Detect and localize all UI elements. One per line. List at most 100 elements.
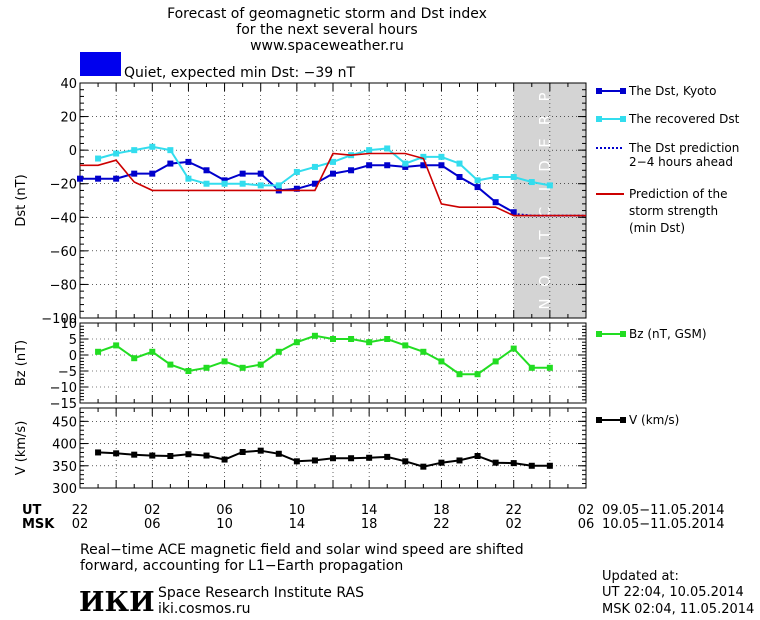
legend-dst-prediction: The Dst prediction 2−4 hours ahead bbox=[596, 141, 739, 169]
data-point bbox=[456, 160, 463, 167]
data-point bbox=[185, 175, 192, 182]
prediction-band-letter: P bbox=[536, 92, 554, 101]
data-point bbox=[149, 452, 156, 459]
status-color-swatch bbox=[80, 52, 121, 76]
source-url: www.spaceweather.ru bbox=[250, 38, 404, 54]
y-tick-label: 10 bbox=[60, 317, 77, 332]
data-point bbox=[149, 143, 156, 150]
data-point bbox=[456, 371, 463, 378]
ut-tick-label: 10 bbox=[289, 503, 306, 518]
data-point bbox=[167, 147, 174, 154]
data-point bbox=[402, 458, 409, 465]
institute-name: Space Research Institute RAS bbox=[158, 585, 364, 601]
y-tick-label: −60 bbox=[50, 245, 77, 260]
data-point bbox=[239, 180, 246, 187]
legend-storm-label-2: storm strength bbox=[629, 204, 718, 218]
data-point bbox=[257, 182, 264, 189]
data-point bbox=[438, 153, 445, 160]
legend-bz-label: Bz (nT, GSM) bbox=[629, 327, 707, 341]
msk-date-range: 10.05−11.05.2014 bbox=[602, 517, 725, 532]
ut-tick-label: 02 bbox=[144, 503, 161, 518]
data-point bbox=[275, 348, 282, 355]
data-point bbox=[167, 160, 174, 167]
data-point bbox=[330, 158, 336, 165]
msk-tick-label: 06 bbox=[144, 517, 161, 532]
data-point bbox=[528, 179, 535, 186]
prediction-band-letter: D bbox=[536, 160, 554, 172]
series-line bbox=[98, 449, 550, 468]
prediction-band bbox=[513, 83, 586, 318]
data-point bbox=[510, 460, 517, 467]
msk-tick-label: 22 bbox=[433, 517, 450, 532]
data-point bbox=[546, 462, 553, 469]
y-tick-label: 40 bbox=[60, 77, 77, 92]
data-point bbox=[402, 342, 409, 349]
data-point bbox=[384, 453, 391, 460]
data-point bbox=[384, 162, 391, 169]
msk-tick-label: 10 bbox=[216, 517, 233, 532]
series-line bbox=[80, 152, 586, 217]
data-point bbox=[510, 345, 517, 352]
y-tick-label: 350 bbox=[52, 460, 77, 475]
data-point bbox=[330, 170, 336, 177]
data-point bbox=[203, 180, 210, 187]
ut-tick-label: 22 bbox=[72, 503, 89, 518]
data-point bbox=[311, 180, 318, 187]
data-point bbox=[402, 163, 409, 170]
y-axis-label: Dst (nT) bbox=[14, 174, 29, 226]
data-point bbox=[203, 364, 210, 371]
plot-frame bbox=[79, 82, 587, 319]
data-point bbox=[384, 336, 391, 342]
y-tick-label: −10 bbox=[50, 381, 77, 396]
data-point bbox=[510, 174, 517, 180]
prediction-band-letter: E bbox=[536, 138, 554, 147]
data-point bbox=[528, 364, 535, 371]
y-axis-label: V (km/s) bbox=[14, 421, 29, 476]
updated-msk: MSK 02:04, 11.05.2014 bbox=[602, 602, 754, 617]
data-point bbox=[77, 175, 83, 182]
chart-title-line2: for the next several hours bbox=[236, 22, 417, 38]
data-point bbox=[95, 348, 102, 355]
prediction-band-letter: I bbox=[536, 187, 554, 191]
legend-dst-prediction-label-1: The Dst prediction bbox=[628, 141, 739, 155]
legend-dst-prediction-label-2: 2−4 hours ahead bbox=[629, 155, 733, 169]
data-point bbox=[311, 457, 318, 464]
y-tick-label: −5 bbox=[58, 365, 77, 380]
y-tick-label: 20 bbox=[60, 111, 77, 126]
data-point bbox=[546, 364, 553, 371]
data-point bbox=[293, 185, 300, 192]
data-point bbox=[203, 452, 210, 459]
updated-ut: UT 22:04, 10.05.2014 bbox=[602, 585, 744, 600]
data-point bbox=[257, 447, 264, 454]
data-point bbox=[113, 150, 120, 157]
data-point bbox=[510, 209, 517, 216]
data-point bbox=[293, 339, 300, 346]
msk-tick-label: 06 bbox=[578, 517, 595, 532]
plot-frame bbox=[79, 322, 587, 404]
data-point bbox=[438, 459, 445, 466]
data-point bbox=[348, 455, 355, 462]
updated-label: Updated at: bbox=[602, 569, 679, 584]
data-point bbox=[275, 450, 282, 457]
data-point bbox=[131, 147, 138, 154]
data-point bbox=[167, 361, 174, 368]
data-point bbox=[456, 457, 463, 464]
data-point bbox=[330, 336, 336, 342]
y-tick-label: 0 bbox=[69, 349, 77, 364]
ut-tick-label: 14 bbox=[361, 503, 378, 518]
data-point bbox=[221, 180, 228, 187]
msk-tick-label: 02 bbox=[72, 517, 89, 532]
ut-date-range: 09.05−11.05.2014 bbox=[602, 503, 725, 518]
msk-tick-label: 14 bbox=[289, 517, 306, 532]
data-point bbox=[311, 332, 318, 339]
data-point bbox=[239, 364, 246, 371]
data-point bbox=[366, 162, 373, 169]
data-point bbox=[257, 361, 264, 368]
data-point bbox=[221, 358, 228, 365]
data-point bbox=[474, 371, 481, 378]
data-point bbox=[185, 451, 192, 458]
prediction-band-letter: I bbox=[536, 256, 554, 260]
data-point bbox=[95, 175, 102, 182]
y-axis-label: Bz (nT) bbox=[14, 340, 29, 386]
